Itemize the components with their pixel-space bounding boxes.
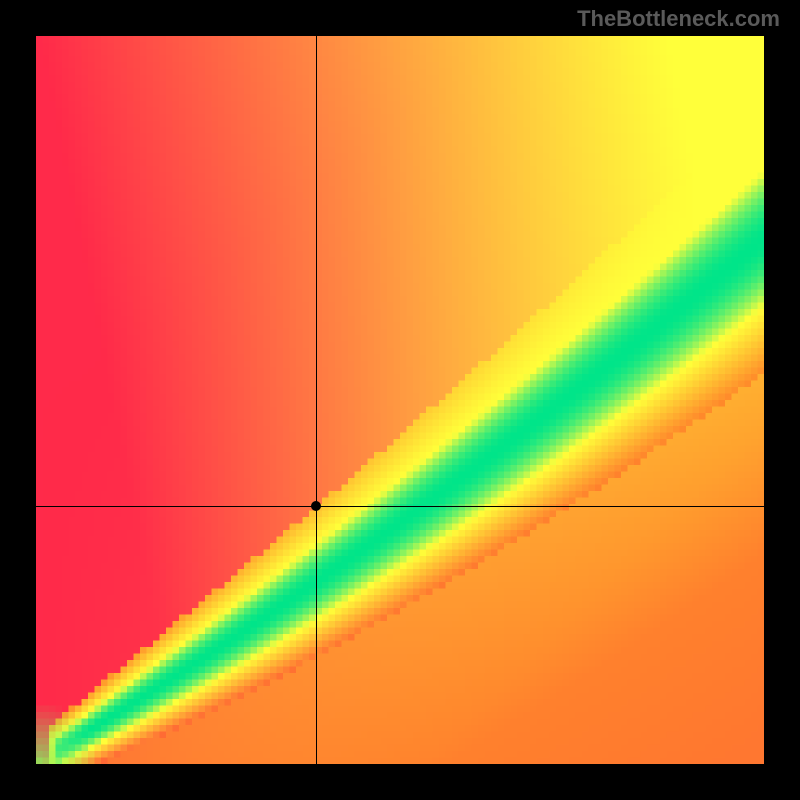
crosshair-horizontal [36,506,764,507]
crosshair-vertical [316,36,317,764]
watermark-text: TheBottleneck.com [577,6,780,32]
plot-area [36,36,764,764]
bottleneck-heatmap [36,36,764,764]
marker-dot [311,501,321,511]
